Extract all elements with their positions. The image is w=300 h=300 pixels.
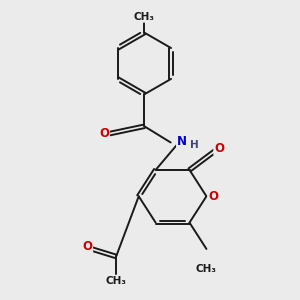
Text: CH₃: CH₃ — [196, 263, 217, 274]
Text: O: O — [208, 190, 218, 203]
Text: H: H — [190, 140, 198, 151]
Text: CH₃: CH₃ — [106, 276, 127, 286]
Text: N: N — [177, 135, 187, 148]
Text: O: O — [214, 142, 224, 154]
Text: O: O — [99, 127, 109, 140]
Text: CH₃: CH₃ — [134, 12, 155, 22]
Text: O: O — [82, 240, 92, 253]
